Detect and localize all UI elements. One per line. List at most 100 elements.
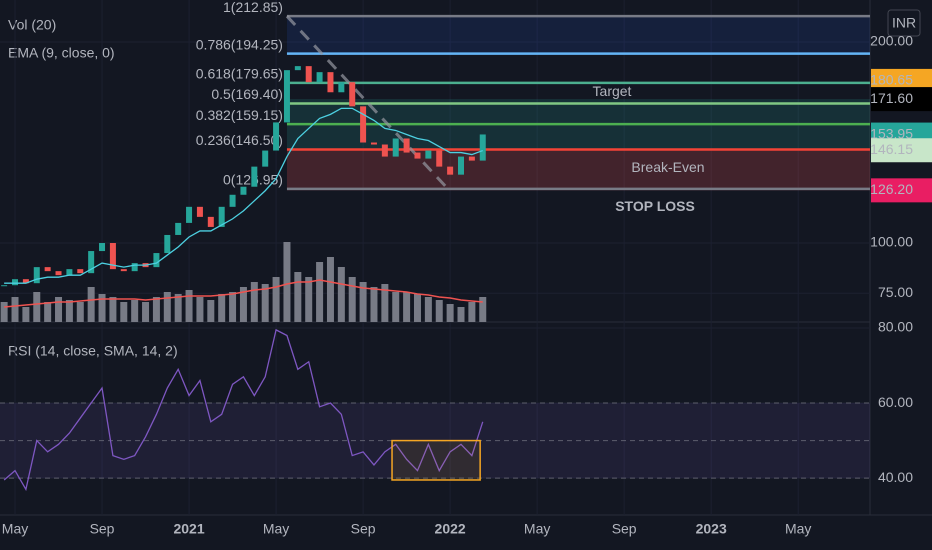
candle (196, 206, 203, 217)
candle (1, 285, 8, 287)
candle (305, 66, 312, 83)
fib-label: 1(212.85) (223, 0, 283, 15)
volume-bar (403, 292, 411, 322)
volume-bar (326, 257, 334, 322)
volume-bar (207, 300, 215, 322)
volume-bar (435, 300, 443, 322)
candle (240, 186, 247, 195)
x-tick-label: Sep (351, 521, 376, 537)
volume-bar (120, 302, 128, 322)
candle (22, 279, 29, 284)
volume-bar (33, 292, 41, 322)
volume-bar (370, 287, 378, 322)
volume-bar (479, 297, 487, 322)
volume-label: Vol (20) (8, 17, 56, 33)
price-tag (871, 87, 932, 112)
volume-bar (0, 302, 8, 322)
currency[interactable]: INR (892, 15, 916, 31)
candle (131, 263, 138, 272)
volume-bar (163, 292, 171, 322)
candle (403, 138, 410, 153)
volume-bar (446, 304, 454, 322)
rsi-label: RSI (14, close, SMA, 14, 2) (8, 343, 178, 359)
candle (262, 150, 269, 167)
x-tick-label: 2021 (173, 521, 204, 537)
volume-bar (283, 242, 291, 322)
volume-bar (229, 292, 237, 322)
candle (283, 70, 290, 123)
x-tick-label: Sep (90, 521, 115, 537)
volume-ma-line (4, 279, 483, 308)
candle (66, 269, 73, 276)
candle (294, 66, 301, 71)
volume-bar (76, 302, 84, 322)
volume-bar (359, 282, 367, 322)
fib-label: 0.786(194.25) (196, 36, 283, 52)
candle (316, 72, 323, 83)
x-tick-label: Sep (612, 521, 637, 537)
candle (479, 134, 486, 161)
candle (44, 267, 51, 272)
price-tag-label: 153.95 (870, 125, 913, 141)
candle (33, 267, 40, 284)
candle (109, 243, 116, 270)
volume-bar (44, 302, 52, 322)
candle (327, 72, 334, 93)
candle (457, 156, 464, 175)
stop-loss-label: STOP LOSS (615, 198, 695, 214)
candle (436, 150, 443, 167)
ema-line (4, 107, 483, 284)
volume-bar (152, 297, 160, 322)
candle (77, 269, 84, 274)
candle (392, 138, 399, 157)
x-tick-label: 2023 (696, 521, 727, 537)
rsi-tick-label: 40.00 (878, 469, 913, 485)
candle (186, 206, 193, 223)
volume-bar (98, 294, 106, 322)
price-tag-label: 180.65 (870, 72, 913, 88)
candle (55, 271, 62, 276)
volume-bar (109, 297, 117, 322)
candle (251, 166, 258, 187)
fib-label: 0.236(146.50) (196, 132, 283, 148)
x-tick-label: May (524, 521, 550, 537)
candle (468, 156, 475, 161)
x-tick-label: May (785, 521, 811, 537)
rsi-line (3, 328, 484, 492)
currency-box[interactable] (887, 9, 921, 37)
y-tick-label: 200.00 (870, 33, 913, 49)
fib-label: 0.618(179.65) (196, 66, 283, 82)
candle (120, 269, 127, 272)
price-tag (871, 138, 932, 163)
price-tag-label: 126.20 (870, 181, 913, 197)
candle (360, 106, 367, 143)
volume-bar (87, 287, 95, 322)
volume-bar (239, 287, 247, 322)
volume-bar (218, 294, 226, 322)
volume-bar (316, 262, 324, 322)
price-tag (871, 178, 932, 203)
volume-bar (55, 297, 63, 322)
candle (447, 166, 454, 175)
volume-bar (457, 307, 465, 322)
volume-bar (174, 294, 182, 322)
candle (218, 206, 225, 227)
volume-bar (261, 284, 269, 322)
rsi-tick-label: 80.00 (878, 319, 913, 335)
ema-label: EMA (9, close, 0) (8, 45, 115, 61)
fib-zone (286, 16, 870, 54)
rsi-highlight (391, 439, 481, 481)
volume-bar (381, 284, 389, 322)
volume-bar (468, 302, 476, 322)
candle (414, 152, 421, 159)
candle (175, 222, 182, 235)
x-tick-label: May (2, 521, 28, 537)
volume-bar (250, 282, 258, 322)
y-tick-label: 75.00 (878, 284, 913, 300)
fib-label: 0.382(159.15) (196, 107, 283, 123)
volume-bar (348, 277, 356, 322)
volume-bar (413, 294, 421, 322)
candle (99, 243, 106, 252)
